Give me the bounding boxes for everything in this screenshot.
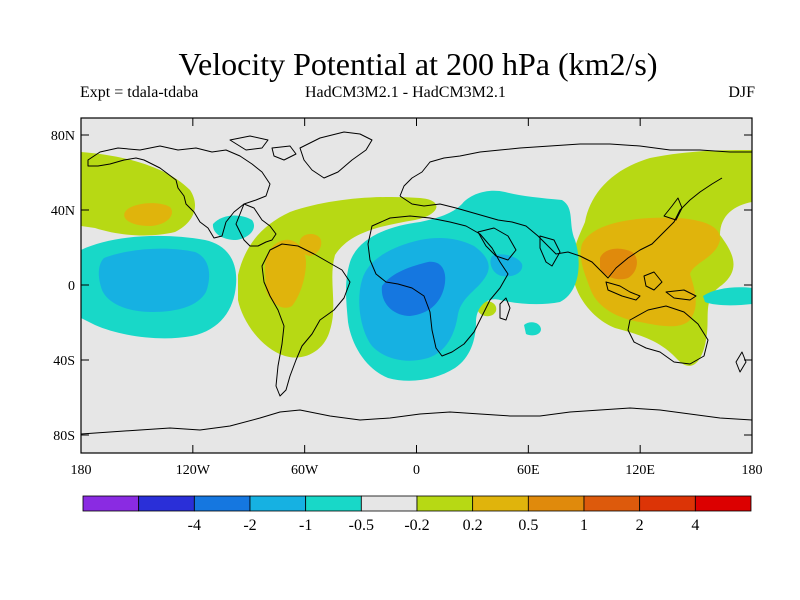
colorbar-swatch (639, 495, 696, 512)
colorbar-label: -0.2 (404, 517, 429, 534)
experiment-label: Expt = tdala-tdaba (80, 84, 199, 101)
contour-positive-1-2 (600, 248, 637, 280)
y-tick-label: 40N (51, 204, 75, 219)
colorbar-swatch (527, 495, 585, 512)
y-tick-label: 80S (53, 429, 75, 444)
colorbar-swatch (583, 495, 641, 512)
colorbar-swatch (249, 495, 307, 512)
colorbar-label: -1 (299, 517, 312, 534)
colorbar-swatch (360, 495, 418, 512)
axis-ticks: 80N 40N 0 40S 80S 180 120W 60W 0 60E 120E 180 (51, 118, 763, 478)
y-tick-label: 80N (51, 129, 75, 144)
x-tick-label: 120W (176, 463, 211, 478)
colorbar-label: -2 (243, 517, 256, 534)
colorbar-swatch (694, 495, 752, 512)
colorbar-label: 0.2 (463, 517, 483, 534)
colorbar-swatch (416, 495, 474, 512)
colorbar-swatch (82, 495, 140, 512)
figure-title: Velocity Potential at 200 hPa (km2/s) (178, 46, 658, 82)
x-tick-label: 180 (742, 463, 763, 478)
colorbar-label: 4 (691, 517, 699, 534)
colorbar-swatch (472, 495, 529, 512)
season-label: DJF (728, 84, 755, 101)
colorbar-swatch (193, 495, 251, 512)
colorbar-label: 0.5 (518, 517, 538, 534)
colorbar: -4 -2 -1 -0.5 -0.2 0.2 0.5 1 2 4 (82, 495, 752, 534)
x-tick-label: 0 (413, 463, 420, 478)
x-tick-label: 120E (625, 463, 655, 478)
colorbar-swatch (138, 495, 195, 512)
colorbar-label: 1 (580, 517, 588, 534)
coastlines (81, 131, 752, 435)
y-tick-label: 40S (53, 354, 75, 369)
colorbar-label: -4 (188, 517, 201, 534)
colorbar-swatch (305, 495, 362, 512)
x-tick-label: 180 (71, 463, 92, 478)
y-tick-label: 0 (68, 279, 75, 294)
colorbar-label: -0.5 (349, 517, 374, 534)
model-comparison-label: HadCM3M2.1 - HadCM3M2.1 (305, 84, 506, 101)
colorbar-label: 2 (636, 517, 644, 534)
x-tick-label: 60W (291, 463, 319, 478)
x-tick-label: 60E (517, 463, 540, 478)
